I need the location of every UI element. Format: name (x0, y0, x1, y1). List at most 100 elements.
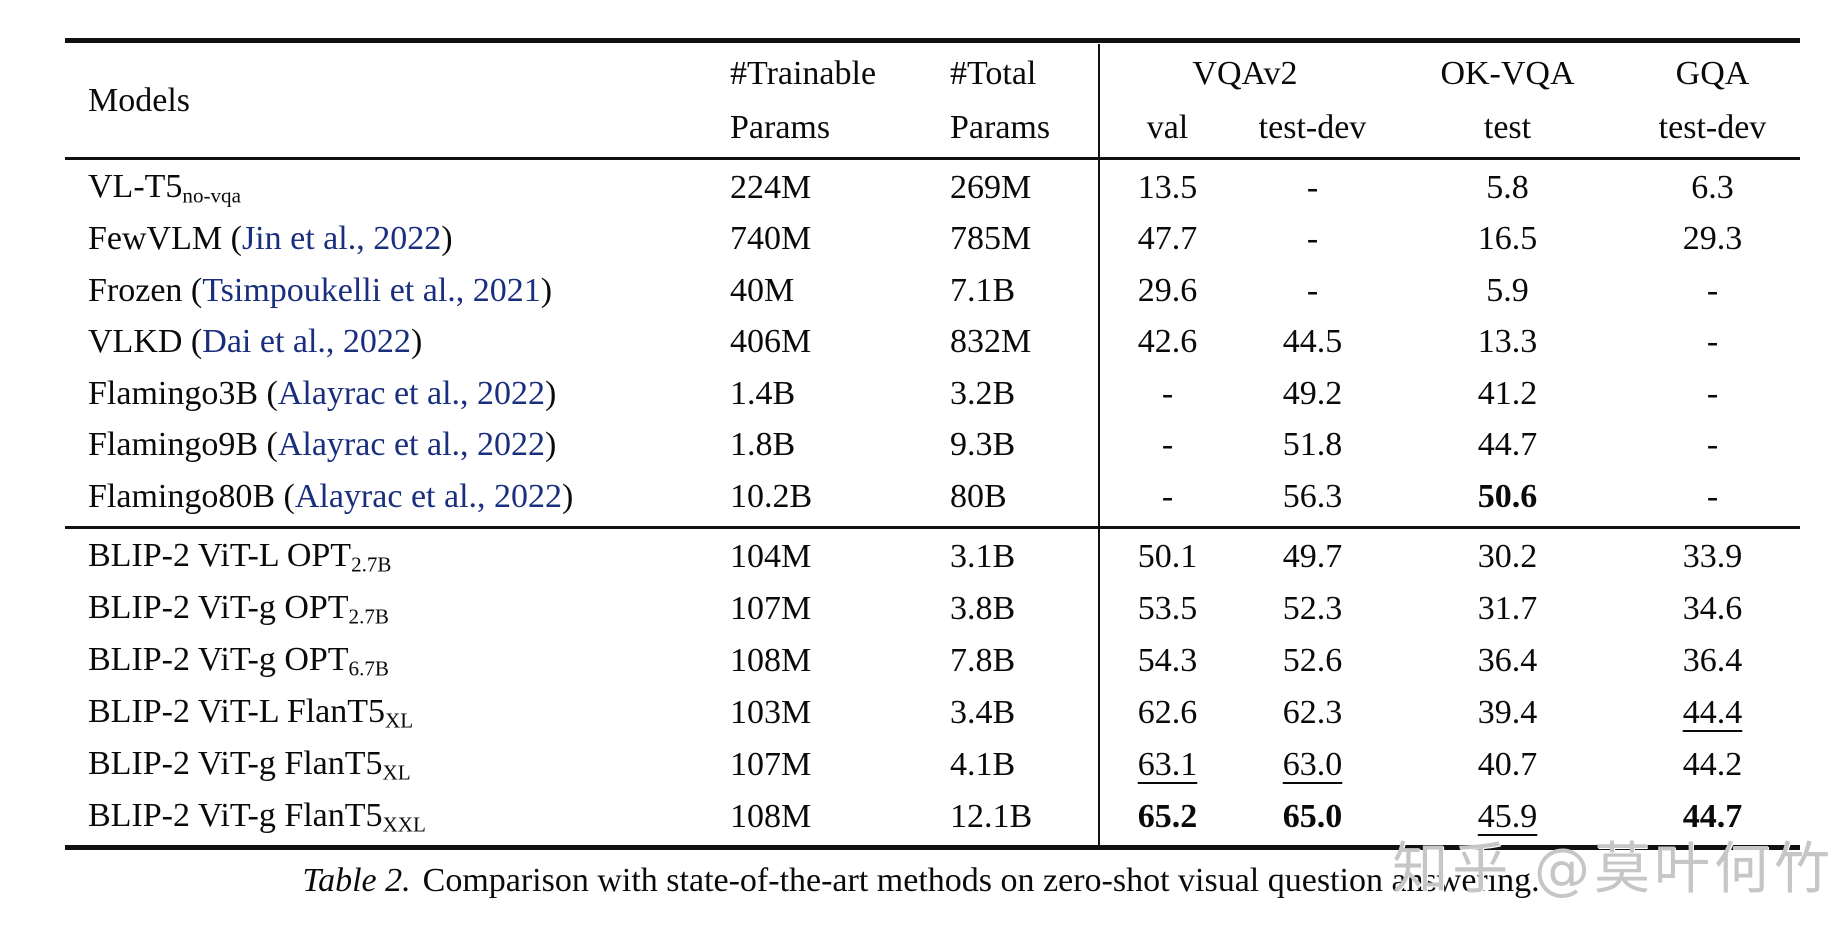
value-val: 63.1 (1137, 746, 1198, 783)
cell-trainable: 1.4B (720, 375, 940, 413)
value-val: 13.5 (1137, 168, 1198, 206)
model-name: VL-T5 (88, 167, 183, 205)
citation-link[interactable]: Jin et al., 2022 (241, 220, 442, 258)
cell-total: 3.4B (940, 694, 1100, 732)
cell-gqa: 6.3 (1625, 169, 1800, 207)
table-bottom-rule (65, 845, 1800, 850)
value-gqa: 29.3 (1682, 220, 1743, 258)
cell-okvqa: 50.6 (1390, 478, 1625, 516)
value-gqa: - (1706, 374, 1719, 412)
cell-okvqa: 44.7 (1390, 426, 1625, 464)
model-name: ) (545, 426, 557, 464)
table-row: BLIP-2 ViT-g FlanT5XXL 108M 12.1B 65.2 65.0 4… (65, 791, 1800, 843)
table-row: VLKD (Dai et al., 2022) 406M 832M 42.6 44.5 1… (65, 317, 1800, 369)
header-total-params-line1: #Total (950, 55, 1037, 92)
cell-testdev: 63.0 (1235, 746, 1390, 784)
value-total: 785M (950, 220, 1032, 258)
table-caption: Table 2. Comparison with state-of-the-art… (0, 862, 1842, 900)
value-trainable: 108M (730, 798, 812, 835)
cell-model: Flamingo9B (Alayrac et al., 2022) (65, 426, 720, 464)
cell-trainable: 104M (720, 538, 940, 576)
value-okvqa: 41.2 (1477, 374, 1538, 412)
cell-okvqa: 31.7 (1390, 590, 1625, 628)
citation-link[interactable]: Tsimpoukelli et al., 2021 (202, 271, 541, 309)
caption-text: Comparison with state-of-the-art methods… (422, 862, 1540, 899)
value-testdev: 49.7 (1282, 538, 1343, 575)
cell-gqa: 36.4 (1625, 642, 1800, 680)
value-val: 62.6 (1137, 694, 1198, 731)
header-vqav2: VQAv2 (1192, 55, 1298, 92)
table-row: BLIP-2 ViT-g FlanT5XL 107M 4.1B 63.1 63.0 40.… (65, 739, 1800, 791)
value-testdev: 44.5 (1282, 323, 1343, 361)
value-total: 4.1B (950, 746, 1016, 783)
value-testdev: - (1306, 220, 1319, 258)
value-val: 50.1 (1137, 538, 1198, 575)
citation-link[interactable]: Alayrac et al., 2022 (294, 477, 563, 515)
cell-gqa: 44.2 (1625, 746, 1800, 784)
model-name: ) (545, 374, 557, 412)
value-trainable: 108M (730, 642, 812, 679)
cell-testdev: - (1235, 220, 1390, 258)
cell-testdev: 49.2 (1235, 375, 1390, 413)
cell-trainable: 103M (720, 694, 940, 732)
value-val: 47.7 (1137, 220, 1198, 258)
value-testdev: 62.3 (1282, 694, 1343, 731)
value-val: - (1161, 477, 1174, 515)
cell-okvqa: 5.9 (1390, 272, 1625, 310)
cell-val: - (1100, 426, 1235, 464)
cell-total: 9.3B (940, 426, 1100, 464)
cell-okvqa: 16.5 (1390, 220, 1625, 258)
model-name-subscript: 2.7B (348, 604, 389, 629)
cell-trainable: 40M (720, 272, 940, 310)
value-okvqa: 45.9 (1477, 798, 1538, 835)
table-row: BLIP-2 ViT-g OPT6.7B 108M 7.8B 54.3 52.6 36.4… (65, 635, 1800, 687)
cell-val: 50.1 (1100, 538, 1235, 576)
value-okvqa: 13.3 (1477, 323, 1538, 361)
table-row: Flamingo3B (Alayrac et al., 2022) 1.4B 3.2… (65, 368, 1800, 420)
header-separator-rule (65, 157, 1800, 160)
cell-val: 47.7 (1100, 220, 1235, 258)
cell-val: - (1100, 478, 1235, 516)
table-top-rule (65, 38, 1800, 43)
citation-link[interactable]: Dai et al., 2022 (202, 323, 411, 361)
value-gqa: 44.7 (1682, 798, 1743, 835)
citation-link[interactable]: Alayrac et al., 2022 (277, 426, 546, 464)
cell-total: 3.1B (940, 538, 1100, 576)
citation-link[interactable]: Alayrac et al., 2022 (277, 374, 546, 412)
value-okvqa: 36.4 (1477, 642, 1538, 679)
cell-gqa: - (1625, 272, 1800, 310)
model-name-subscript: XXL (382, 812, 426, 837)
model-name: Flamingo9B ( (88, 426, 278, 464)
column-divider-rule (1098, 44, 1100, 849)
header-okvqa: OK-VQA (1440, 55, 1575, 92)
value-testdev: 52.3 (1282, 590, 1343, 627)
cell-testdev: 65.0 (1235, 798, 1390, 836)
value-trainable: 740M (730, 220, 812, 258)
cell-testdev: 44.5 (1235, 323, 1390, 361)
value-trainable: 104M (730, 538, 812, 575)
cell-trainable: 107M (720, 590, 940, 628)
cell-model: BLIP-2 ViT-g FlanT5XL (65, 745, 720, 785)
cell-val: 54.3 (1100, 642, 1235, 680)
value-testdev: - (1306, 168, 1319, 206)
value-val: - (1161, 374, 1174, 412)
cell-val: 63.1 (1100, 746, 1235, 784)
value-trainable: 103M (730, 694, 812, 731)
cell-total: 3.8B (940, 590, 1100, 628)
cell-testdev: - (1235, 272, 1390, 310)
value-total: 269M (950, 168, 1032, 206)
cell-trainable: 1.8B (720, 426, 940, 464)
value-trainable: 10.2B (730, 477, 813, 515)
cell-trainable: 740M (720, 220, 940, 258)
value-okvqa: 5.8 (1486, 168, 1529, 206)
value-total: 3.2B (950, 374, 1016, 412)
value-gqa: - (1706, 477, 1719, 515)
value-okvqa: 5.9 (1486, 271, 1529, 309)
value-gqa: 6.3 (1691, 168, 1734, 206)
cell-total: 269M (940, 169, 1100, 207)
table-body-baselines: VL-T5no-vqa 224M 269M 13.5 - 5.8 6.3 FewVLM (Ji… (65, 162, 1800, 523)
zhihu-watermark: 知乎 @莫叶何竹 (1392, 837, 1834, 902)
cell-val: 13.5 (1100, 169, 1235, 207)
table-header: Models #Trainable Params #Total Params V… (65, 47, 1800, 155)
cell-total: 12.1B (940, 798, 1100, 836)
